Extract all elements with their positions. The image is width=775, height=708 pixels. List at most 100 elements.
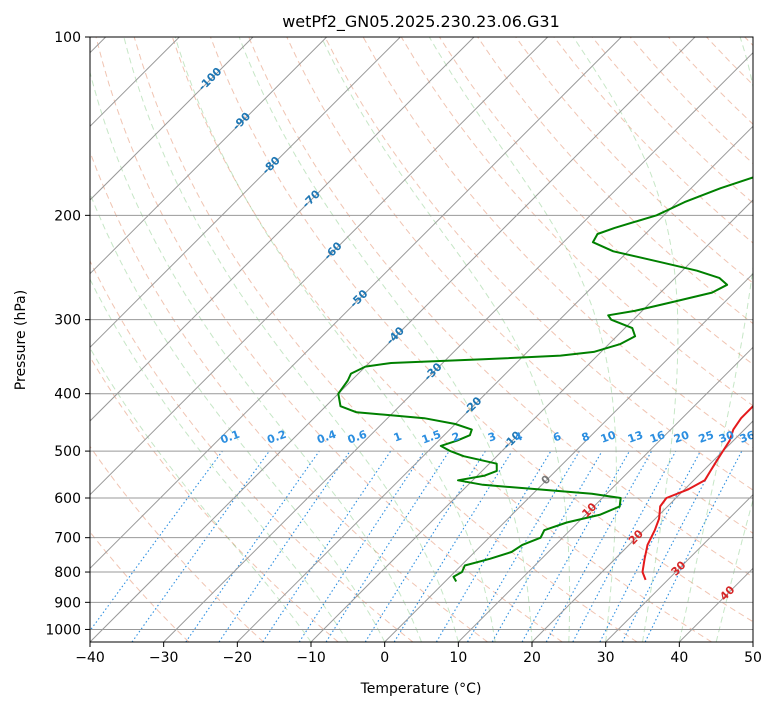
mixing-ratio-line [218, 450, 351, 642]
y-tick-label: 1000 [45, 622, 81, 638]
mixing-ratio-line [545, 450, 653, 642]
dry-adiabat-line [95, 37, 563, 642]
moist-adiabat-line [123, 37, 459, 642]
isotherm-gridline [531, 420, 753, 642]
x-tick-label: 20 [523, 650, 541, 666]
isotherm-gridline [310, 199, 753, 642]
dry-adiabat-line [171, 37, 712, 642]
isotherm-gridline [90, 37, 549, 496]
moist-adiabat-line [238, 37, 533, 642]
moist-adiabat-line [678, 37, 753, 642]
x-tick-label: 50 [744, 650, 762, 666]
mixing-ratio-label: 0.2 [265, 428, 288, 447]
x-tick-label: −30 [149, 650, 179, 666]
mixing-ratio-label: 25 [697, 428, 716, 445]
dry-adiabat-line [90, 259, 414, 642]
moist-adiabat-line [320, 37, 571, 642]
isotherm-gridline [90, 37, 328, 275]
mixing-ratio-label: 4 [513, 430, 525, 445]
mixing-ratio-label: 1 [392, 430, 404, 445]
y-tick-label: 900 [54, 595, 81, 611]
sounding-line [641, 404, 753, 581]
dry-adiabat-line [133, 37, 638, 642]
sounding-profiles [337, 176, 753, 582]
isotherm-gridline [90, 37, 254, 201]
mixing-ratio-line [521, 450, 630, 642]
mixing-ratio-line [572, 450, 677, 642]
dry-adiabat-line [90, 445, 264, 642]
mixing-ratio-lines [90, 450, 743, 642]
y-tick-label: 300 [54, 313, 81, 329]
mixing-ratio-line [298, 450, 425, 642]
mixing-ratio-label: 13 [626, 428, 645, 445]
mixing-ratio-line [131, 450, 270, 642]
y-tick-label: 700 [54, 531, 81, 547]
mixing-ratio-label: 2 [450, 430, 462, 445]
mixing-ratio-line [185, 450, 320, 642]
mixing-ratio-line [644, 450, 743, 642]
mixing-ratio-line [262, 450, 392, 642]
mixing-ratio-label: 8 [580, 430, 592, 445]
dry-adiabat-line [286, 37, 753, 534]
sounding-line [337, 176, 753, 582]
x-tick-label: −20 [223, 650, 253, 666]
y-axis-ticks: 100 200 300 400 500 600 700 800 900 1000 [45, 30, 90, 638]
mixing-ratio-label: 0.1 [219, 428, 242, 447]
x-tick-label: 30 [597, 650, 615, 666]
x-tick-label: −10 [296, 650, 326, 666]
mixing-ratio-label: 3 [486, 430, 498, 445]
mixing-ratio-label: 0.4 [315, 428, 338, 447]
mixing-ratio-label: 10 [599, 428, 618, 446]
mixing-ratio-label: 16 [648, 428, 667, 446]
mixing-ratio-label: 30 [717, 428, 736, 446]
dry-adiabat-line [90, 356, 339, 642]
isotherm-grid [90, 37, 753, 642]
dry-adiabat-line [324, 37, 753, 491]
isotherm-gridline [90, 37, 622, 570]
dry-adiabat-line [515, 37, 753, 284]
x-axis-ticks: −40 −30 −20 −10 0 10 20 30 40 50 [75, 642, 762, 666]
dry-adiabat-line [210, 37, 753, 623]
chart-title: wetPf2_GN05.2025.230.23.06.G31 [282, 12, 560, 32]
isotherm-gridline [605, 493, 753, 642]
isotherm-gridline [457, 346, 753, 642]
mixing-ratio-label: 6 [551, 430, 563, 445]
mixing-ratio-label: 1.5 [420, 428, 443, 447]
mixing-ratio-label: 20 [672, 428, 691, 446]
x-tick-label: 40 [670, 650, 688, 666]
moist-adiabat-line [715, 497, 753, 642]
mixing-ratio-line [90, 450, 223, 632]
y-tick-label: 100 [54, 30, 81, 46]
x-tick-label: 0 [380, 650, 389, 666]
x-tick-label: 10 [449, 650, 467, 666]
moist-adiabat-line [572, 37, 679, 642]
y-tick-label: 600 [54, 491, 81, 507]
plot-frame [89, 36, 754, 643]
moist-adiabat-line [90, 192, 386, 642]
mixing-ratio-label: 36 [738, 428, 757, 446]
isotherm-gridline [90, 37, 401, 349]
moist-adiabat-line [90, 70, 422, 642]
x-axis-label: Temperature (°C) [360, 681, 482, 697]
mixing-ratio-label: 0.6 [346, 428, 369, 447]
dry-adiabats [90, 37, 753, 642]
isotherm-gridline [163, 51, 753, 642]
y-tick-label: 400 [54, 387, 81, 403]
isotherm-gridline [90, 37, 696, 642]
y-tick-label: 200 [54, 208, 81, 224]
moist-adiabat-line [90, 278, 349, 642]
moist-adiabat-line [174, 37, 496, 642]
y-tick-label: 800 [54, 565, 81, 581]
y-axis-label: Pressure (hPa) [13, 290, 29, 390]
isotherm-gridline [384, 272, 753, 642]
dry-adiabat-line [248, 37, 753, 578]
x-tick-label: −40 [75, 650, 105, 666]
mixing-ratio-line [325, 450, 450, 642]
mixing-ratio-line [393, 450, 513, 642]
y-tick-label: 500 [54, 444, 81, 460]
plot-area: -100-90-80-70-60-50-40-30-20-10010203040… [90, 37, 757, 642]
isotherm-gridline [236, 125, 753, 642]
isotherm-gridline [90, 37, 475, 422]
moist-adiabat-line [428, 37, 617, 642]
